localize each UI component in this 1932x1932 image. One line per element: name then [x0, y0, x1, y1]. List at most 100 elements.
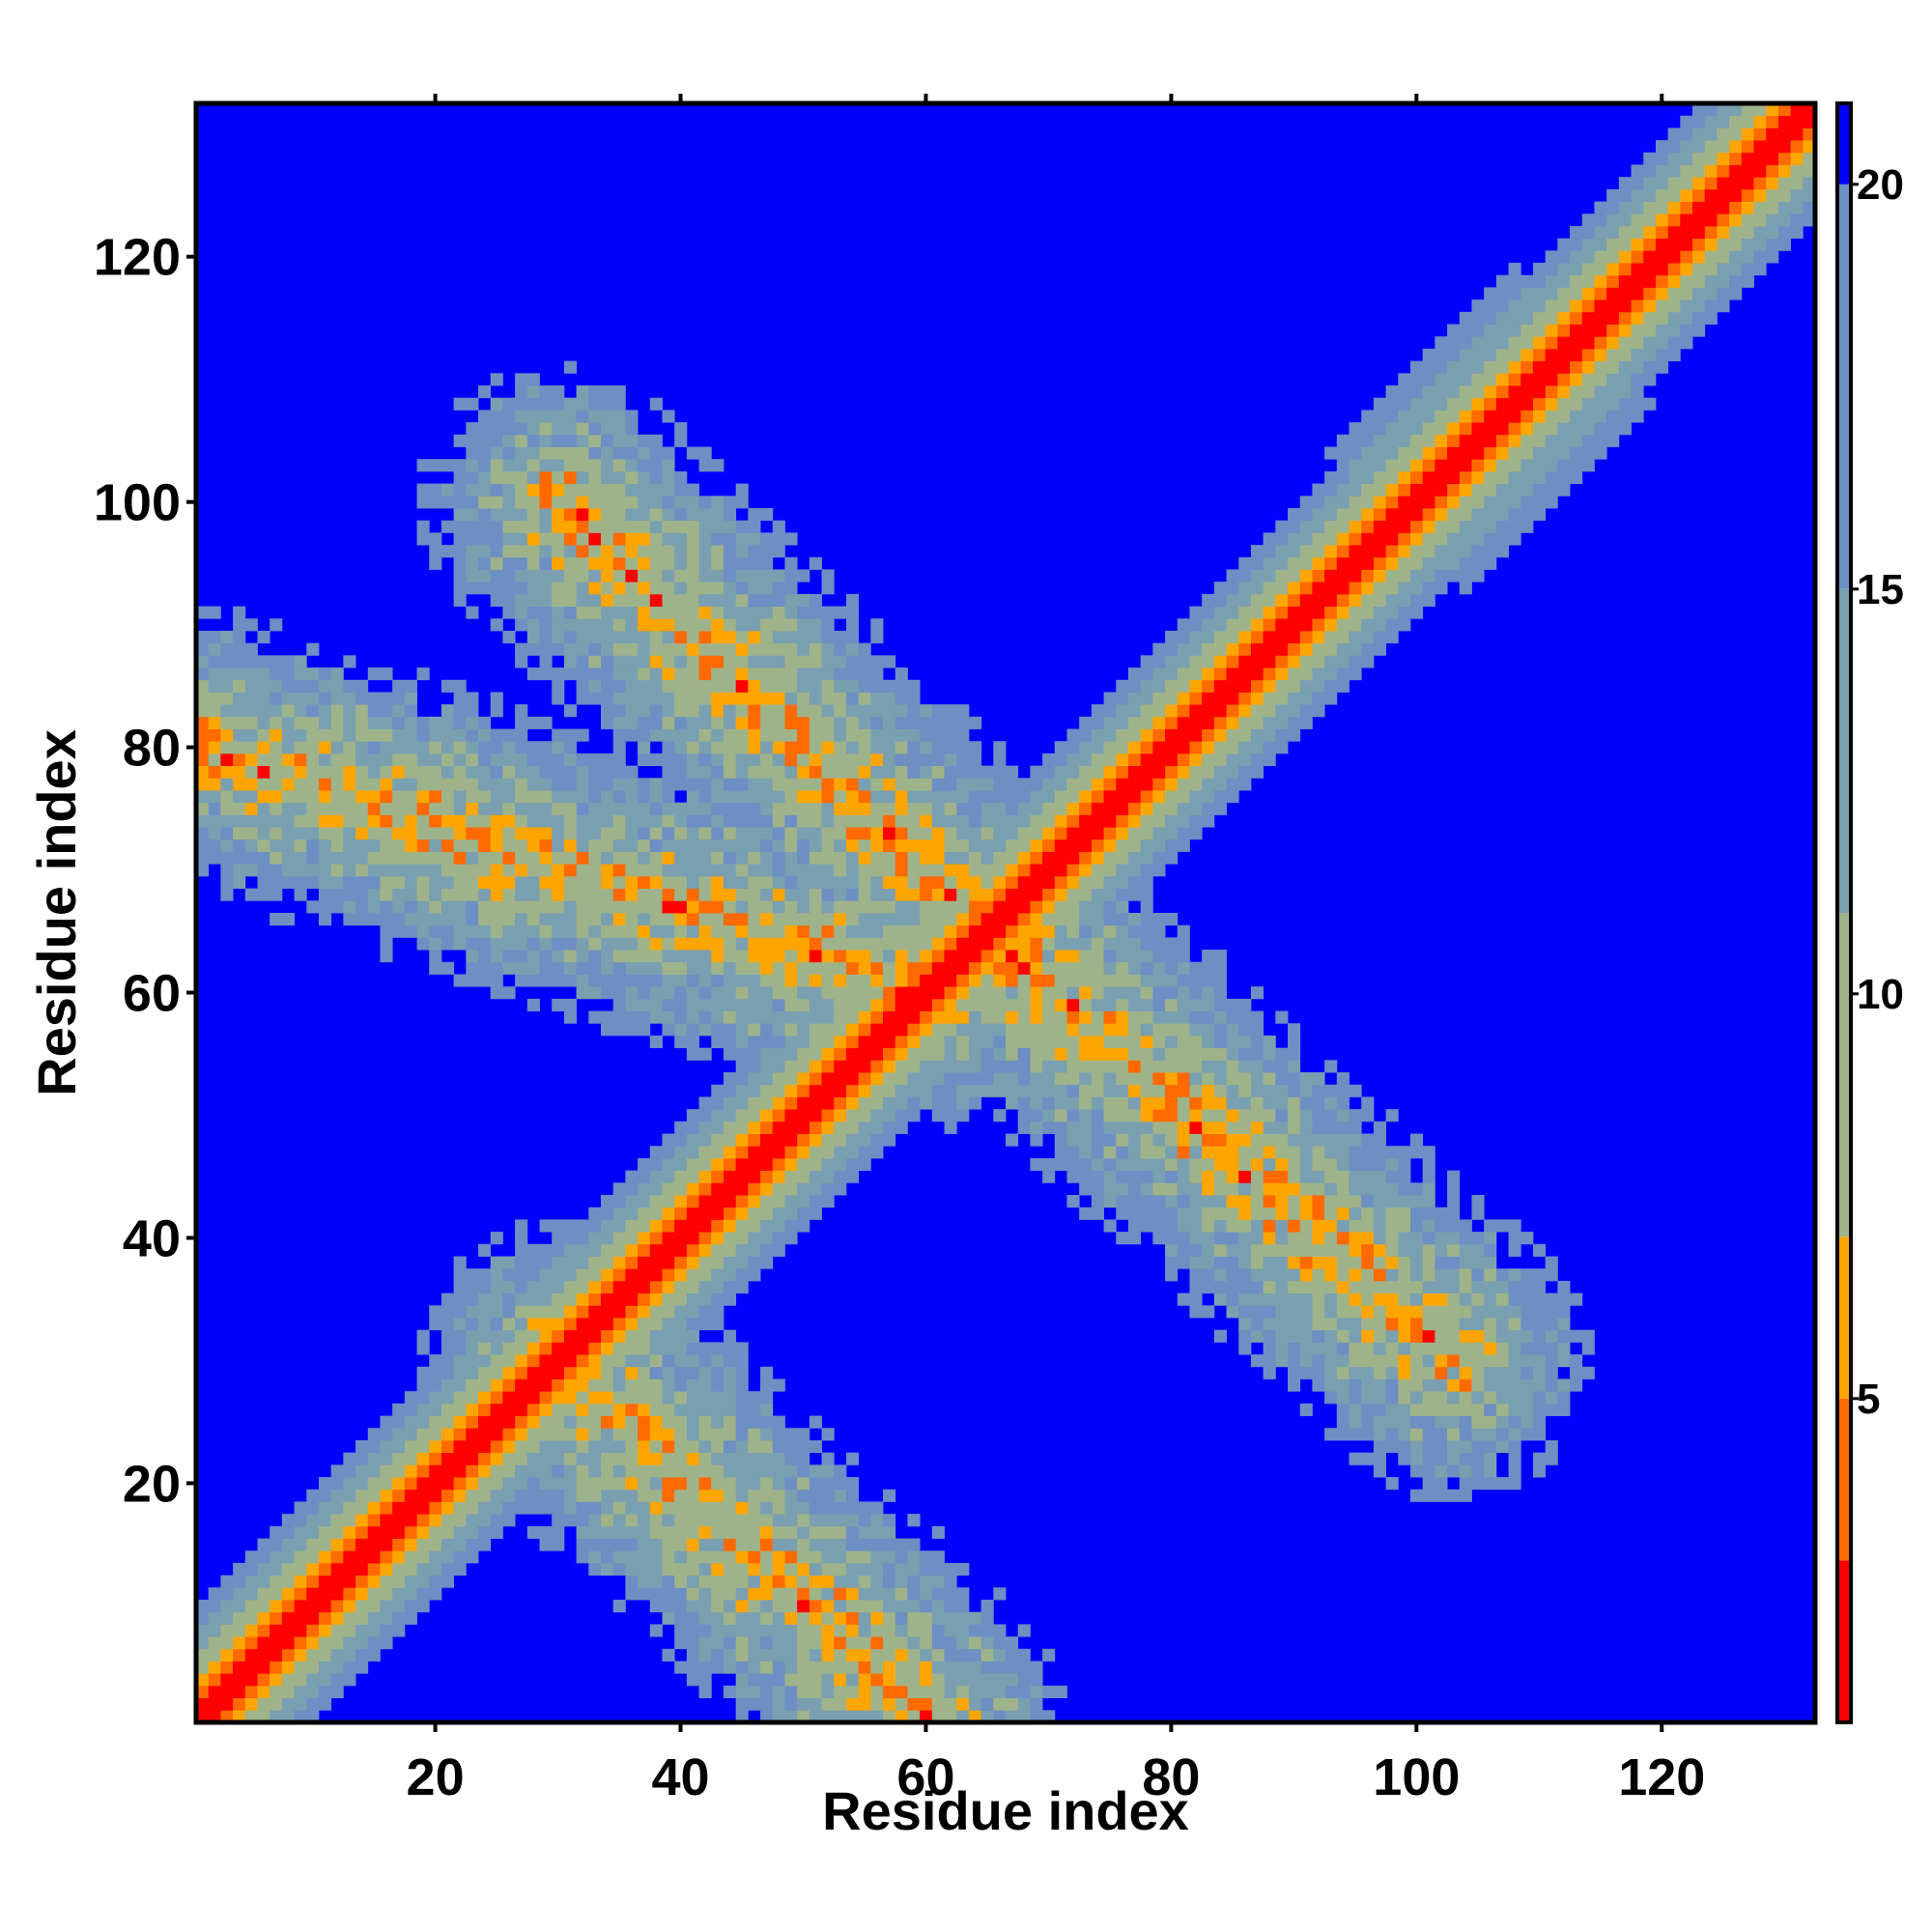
heatmap-cell: [698, 1477, 712, 1491]
heatmap-cell: [257, 1697, 283, 1711]
heatmap-cell: [1042, 1109, 1056, 1122]
heatmap-cell: [294, 888, 307, 901]
heatmap-cell: [809, 1648, 822, 1662]
heatmap-cell: [392, 1611, 417, 1625]
heatmap-cell: [1336, 545, 1350, 558]
heatmap-cell: [1570, 446, 1607, 460]
heatmap-cell: [1422, 348, 1461, 362]
heatmap-cell: [895, 814, 921, 828]
heatmap-cell: [821, 618, 835, 632]
heatmap-cell: [196, 1710, 221, 1723]
heatmap-cell: [478, 556, 492, 570]
heatmap-cell: [1667, 225, 1706, 240]
heatmap-cell: [539, 1538, 565, 1551]
heatmap-cell: [1471, 422, 1509, 436]
heatmap-cell: [1373, 520, 1411, 533]
heatmap-cell: [552, 545, 565, 558]
heatmap-cell: [845, 642, 860, 656]
heatmap-cell: [355, 1538, 393, 1551]
heatmap-cell: [1299, 1096, 1325, 1110]
heatmap-cell: [625, 422, 639, 436]
heatmap-cell: [686, 1023, 699, 1037]
heatmap-cell: [1116, 1170, 1153, 1183]
heatmap-cell: [552, 741, 565, 754]
heatmap-cell: [1275, 1342, 1289, 1355]
colorbar-tick-label: 10: [1857, 971, 1904, 1018]
heatmap-cell: [1447, 360, 1485, 374]
heatmap-cell: [1766, 177, 1779, 190]
heatmap-cell: [1459, 1232, 1485, 1245]
heatmap-cell: [1398, 410, 1435, 423]
heatmap-cell: [907, 1611, 933, 1625]
heatmap-cell: [1213, 728, 1227, 742]
heatmap-cell: [367, 802, 381, 815]
heatmap-cell: [1127, 875, 1153, 890]
heatmap-cell: [1373, 1232, 1387, 1245]
heatmap-cell: [772, 998, 785, 1011]
heatmap-cell: [1361, 618, 1386, 632]
heatmap-cell: [686, 1673, 712, 1687]
heatmap-cell: [1643, 336, 1669, 350]
heatmap-cell: [1643, 311, 1669, 325]
heatmap-cell: [760, 1060, 785, 1073]
heatmap-cell: [686, 1182, 699, 1196]
heatmap-cell: [453, 434, 503, 447]
heatmap-cell: [834, 704, 847, 718]
heatmap-cell: [490, 1514, 516, 1527]
heatmap-cell: [552, 692, 565, 705]
heatmap-cell: [1398, 1256, 1411, 1269]
heatmap-cell: [1042, 1010, 1067, 1024]
heatmap-cell: [416, 716, 430, 729]
heatmap-cell: [944, 864, 970, 877]
heatmap-cell: [638, 1439, 651, 1454]
heatmap-cell: [698, 1182, 712, 1196]
heatmap-cell: [686, 716, 712, 729]
heatmap-cell: [870, 716, 884, 729]
heatmap-cell: [772, 814, 785, 828]
heatmap-cell: [845, 913, 860, 926]
heatmap-cell: [1017, 924, 1056, 938]
heatmap-cell: [735, 937, 749, 951]
heatmap-cell: [318, 827, 344, 840]
heatmap-cell: [612, 913, 626, 926]
heatmap-cell: [638, 1305, 651, 1319]
heatmap-cell: [440, 1501, 455, 1515]
heatmap-cell: [968, 924, 1007, 938]
heatmap-cell: [1250, 692, 1264, 705]
heatmap-cell: [858, 838, 871, 852]
heatmap-cell: [1017, 986, 1031, 1000]
heatmap-cell: [233, 875, 246, 890]
heatmap-cell: [1373, 1219, 1387, 1233]
heatmap-cell: [1508, 1415, 1521, 1429]
heatmap-cell: [1729, 201, 1743, 214]
heatmap-cell: [453, 704, 479, 718]
heatmap-cell: [515, 827, 553, 840]
heatmap-cell: [895, 1047, 908, 1061]
heatmap-cell: [993, 961, 1019, 975]
heatmap-cell: [1177, 1121, 1190, 1134]
heatmap-cell: [1349, 1207, 1362, 1220]
heatmap-cell: [588, 802, 651, 815]
heatmap-cell: [416, 1525, 430, 1539]
heatmap-cell: [1275, 728, 1301, 742]
heatmap-cell: [1299, 520, 1325, 533]
heatmap-cell: [1495, 1293, 1509, 1306]
heatmap-cell: [1729, 225, 1754, 240]
heatmap-cell: [1508, 263, 1521, 276]
heatmap-cell: [1410, 1452, 1424, 1465]
heatmap-cell: [1373, 1329, 1387, 1343]
heatmap-cell: [1165, 1035, 1179, 1049]
heatmap-cell: [1373, 1415, 1411, 1429]
heatmap-cell: [1435, 336, 1472, 350]
heatmap-cell: [883, 1710, 896, 1723]
heatmap-cell: [784, 1550, 798, 1564]
heatmap-cell: [453, 1415, 467, 1429]
heatmap-cell: [539, 434, 553, 447]
heatmap-cell: [1288, 606, 1325, 619]
heatmap-cell: [367, 1525, 406, 1539]
heatmap-cell: [858, 1514, 871, 1527]
heatmap-cell: [1361, 1096, 1375, 1110]
heatmap-cell: [821, 790, 835, 804]
heatmap-cell: [196, 716, 210, 729]
heatmap-cell: [355, 1624, 381, 1637]
